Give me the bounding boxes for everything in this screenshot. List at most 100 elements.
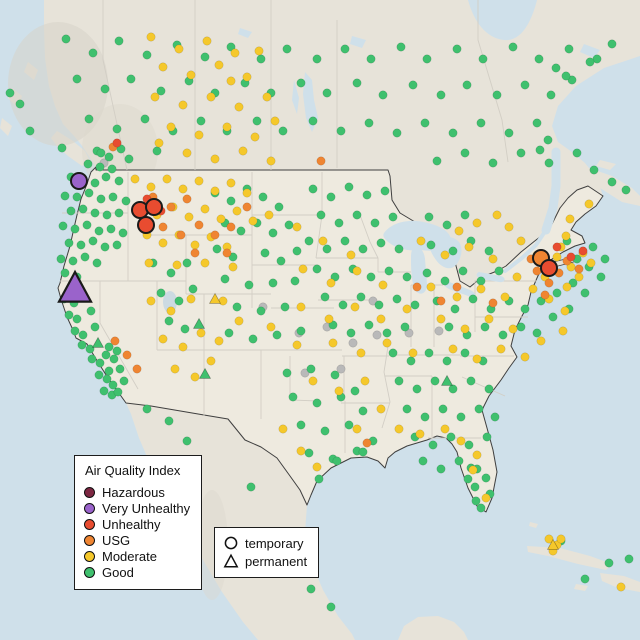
monitor-dot-good[interactable] <box>589 165 599 175</box>
monitor-dot-good[interactable] <box>358 406 368 416</box>
monitor-dot-good[interactable] <box>440 276 450 286</box>
monitor-dot-good[interactable] <box>480 322 490 332</box>
monitor-dot-moderate[interactable] <box>472 218 482 228</box>
monitor-dot-moderate[interactable] <box>472 450 482 460</box>
monitor-dot-good[interactable] <box>112 240 122 250</box>
monitor-dot-moderate[interactable] <box>184 212 194 222</box>
monitor-dot-good[interactable] <box>306 584 316 594</box>
monitor-dot-good[interactable] <box>394 376 404 386</box>
monitor-dot-moderate[interactable] <box>440 424 450 434</box>
monitor-dot-good[interactable] <box>60 268 70 278</box>
monitor-dot-good[interactable] <box>104 342 114 352</box>
monitor-dot-good[interactable] <box>252 116 262 126</box>
monitor-dot-good[interactable] <box>400 322 410 332</box>
monitor-dot-good[interactable] <box>460 148 470 158</box>
monitor-dot-moderate[interactable] <box>296 446 306 456</box>
monitor-dot-moderate[interactable] <box>516 236 526 246</box>
monitor-dot-moderate[interactable] <box>544 534 554 544</box>
monitor-dot-moderate[interactable] <box>476 284 486 294</box>
monitor-dot-moderate[interactable] <box>415 429 425 439</box>
monitor-dot-good[interactable] <box>244 280 254 290</box>
monitor-dot-good[interactable] <box>384 266 394 276</box>
monitor-dot-moderate[interactable] <box>222 122 232 132</box>
monitor-dot-moderate[interactable] <box>238 146 248 156</box>
monitor-dot-good[interactable] <box>272 330 282 340</box>
monitor-dot-good[interactable] <box>312 398 322 408</box>
monitor-dot-usg[interactable] <box>222 248 232 258</box>
monitor-dot-good[interactable] <box>308 116 318 126</box>
monitor-dot-good[interactable] <box>536 296 546 306</box>
monitor-dot-moderate[interactable] <box>382 338 392 348</box>
monitor-dot-good[interactable] <box>494 266 504 276</box>
monitor-dot-good[interactable] <box>164 416 174 426</box>
monitor-dot-good[interactable] <box>82 220 92 230</box>
monitor-dot-good[interactable] <box>346 328 356 338</box>
monitor-dot-good[interactable] <box>322 88 332 98</box>
monitor-triangle-moderate[interactable] <box>546 538 560 550</box>
monitor-dot-moderate[interactable] <box>242 188 252 198</box>
monitor-dot-no_data[interactable] <box>348 338 358 348</box>
monitor-dot-good[interactable] <box>96 194 106 204</box>
monitor-dot-moderate[interactable] <box>512 272 522 282</box>
monitor-dot-good[interactable] <box>520 80 530 90</box>
monitor-dot-good[interactable] <box>358 447 368 457</box>
monitor-dot-good[interactable] <box>101 350 111 360</box>
monitor-dot-good[interactable] <box>268 228 278 238</box>
monitor-dot-moderate[interactable] <box>426 282 436 292</box>
monitor-dot-good[interactable] <box>316 210 326 220</box>
monitor-dot-moderate[interactable] <box>452 292 462 302</box>
monitor-dot-moderate[interactable] <box>166 306 176 316</box>
monitor-dot-moderate[interactable] <box>352 266 362 276</box>
monitor-dot-good[interactable] <box>88 236 98 246</box>
monitor-dot-good[interactable] <box>104 152 114 162</box>
monitor-dot-good[interactable] <box>432 156 442 166</box>
monitor-dot-good[interactable] <box>296 78 306 88</box>
monitor-dot-good[interactable] <box>572 148 582 158</box>
monitor-dot-good[interactable] <box>200 52 210 62</box>
monitor-dot-moderate[interactable] <box>616 582 626 592</box>
monitor-dot-good[interactable] <box>412 384 422 394</box>
monitor-dot-good[interactable] <box>600 254 610 264</box>
monitor-dot-good[interactable] <box>328 320 338 330</box>
monitor-dot-moderate[interactable] <box>324 314 334 324</box>
monitor-dot-good[interactable] <box>424 212 434 222</box>
monitor-dot-moderate[interactable] <box>356 348 366 358</box>
monitor-dot-usg[interactable] <box>110 336 120 346</box>
monitor-dot-usg[interactable] <box>362 438 372 448</box>
monitor-dot-good[interactable] <box>585 57 595 67</box>
monitor-dot-usg[interactable] <box>122 350 132 360</box>
monitor-dot-good[interactable] <box>564 44 574 54</box>
monitor-triangle-good[interactable] <box>198 367 212 379</box>
monitor-dot-moderate[interactable] <box>378 280 388 290</box>
monitor-dot-moderate[interactable] <box>250 132 260 142</box>
monitor-dot-usg[interactable] <box>176 230 186 240</box>
monitor-dot-good[interactable] <box>567 75 577 85</box>
monitor-dot-good[interactable] <box>288 392 298 402</box>
monitor-dot-moderate[interactable] <box>346 250 356 260</box>
monitor-dot-no_data[interactable] <box>300 368 310 378</box>
event-monitor-circle-unhealthy[interactable] <box>137 216 155 234</box>
monitor-dot-good[interactable] <box>460 348 470 358</box>
monitor-dot-moderate[interactable] <box>178 100 188 110</box>
monitor-dot-good[interactable] <box>484 246 494 256</box>
monitor-dot-good[interactable] <box>340 44 350 54</box>
monitor-dot-moderate[interactable] <box>254 46 264 56</box>
monitor-dot-usg[interactable] <box>190 248 200 258</box>
monitor-dot-moderate[interactable] <box>170 364 180 374</box>
monitor-dot-moderate[interactable] <box>206 356 216 366</box>
monitor-dot-moderate[interactable] <box>166 122 176 132</box>
monitor-dot-good[interactable] <box>25 126 35 136</box>
monitor-dot-good[interactable] <box>520 304 530 314</box>
monitor-dot-moderate[interactable] <box>352 424 362 434</box>
monitor-dot-moderate[interactable] <box>214 60 224 70</box>
monitor-dot-good[interactable] <box>260 248 270 258</box>
monitor-dot-good[interactable] <box>326 192 336 202</box>
monitor-dot-moderate[interactable] <box>460 324 470 334</box>
monitor-dot-good[interactable] <box>352 210 362 220</box>
monitor-dot-moderate[interactable] <box>360 376 370 386</box>
monitor-dot-moderate[interactable] <box>394 424 404 434</box>
monitor-dot-good[interactable] <box>220 274 230 284</box>
monitor-dot-unhealthy[interactable] <box>578 246 588 256</box>
monitor-dot-moderate[interactable] <box>190 240 200 250</box>
